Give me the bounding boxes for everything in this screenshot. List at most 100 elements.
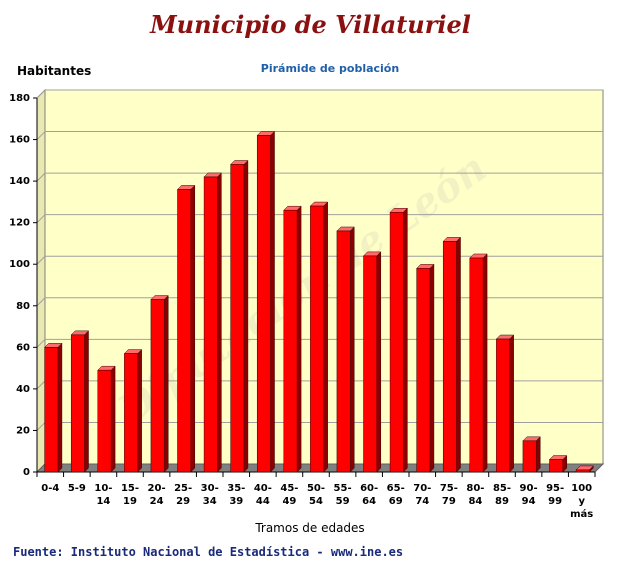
- bar-front: [496, 338, 510, 473]
- x-tick-label-line: 5-9: [68, 483, 86, 494]
- y-tick-label: 180: [9, 93, 30, 104]
- x-tick-label-line: 45-: [280, 483, 298, 494]
- bar-front: [549, 459, 564, 473]
- bar: [522, 436, 541, 473]
- bar-side: [243, 159, 249, 473]
- y-tick-label: 120: [9, 218, 30, 229]
- bar-front: [203, 176, 218, 473]
- x-tick-label-line: 60-: [360, 483, 378, 494]
- x-tick-label-line: 59: [336, 496, 350, 507]
- page-title: Municipio de Villaturiel: [150, 10, 471, 39]
- bar: [256, 130, 276, 473]
- bar-side: [270, 130, 275, 473]
- grid-line-side: [36, 172, 46, 182]
- x-tick-label-line: 15-: [121, 483, 139, 494]
- x-tick-label-line: 0-4: [41, 483, 59, 494]
- bar-front: [150, 299, 165, 473]
- x-tick-label: 50-54: [307, 483, 325, 507]
- grid-line-side: [36, 89, 46, 99]
- grid-line-side: [36, 338, 46, 348]
- bar: [336, 226, 355, 473]
- bar-side: [57, 342, 63, 473]
- bar: [416, 263, 435, 473]
- bar-side: [535, 436, 541, 473]
- y-tick-label: 160: [9, 135, 30, 146]
- bar: [230, 159, 249, 473]
- x-tick-label: 90-94: [520, 483, 538, 507]
- bar-front: [469, 257, 484, 473]
- x-tick-label: 80-84: [466, 483, 484, 507]
- x-tick-label-line: 14: [96, 496, 110, 507]
- x-tick-label: 85-89: [493, 483, 511, 507]
- x-tick-label-line: 34: [203, 496, 217, 507]
- bar: [44, 342, 63, 473]
- y-axis-label: Habitantes: [17, 64, 92, 78]
- x-tick-label-line: 89: [495, 496, 509, 507]
- x-tick-label: 55-59: [334, 483, 352, 507]
- x-tick-label-line: 69: [389, 496, 403, 507]
- x-tick-label-line: 65-: [387, 483, 405, 494]
- bar-front: [575, 469, 590, 473]
- x-ticks: 0-4 5-9 10-1415-1920-2425-2930-3435-3940-4…: [36, 472, 596, 520]
- bar: [548, 454, 568, 473]
- bar: [362, 251, 382, 473]
- x-tick-label: 0-4: [41, 483, 59, 494]
- bar: [70, 330, 90, 473]
- x-tick-label-line: 49: [282, 496, 296, 507]
- bar-front: [256, 135, 271, 473]
- bar-side: [296, 205, 302, 473]
- bar-side: [349, 226, 355, 473]
- x-tick-label-line: 95-: [546, 483, 564, 494]
- bar: [203, 172, 222, 473]
- bar-front: [416, 268, 431, 473]
- bar: [389, 207, 408, 473]
- x-tick-label-line: 85-: [493, 483, 511, 494]
- x-tick-label-line: 10-: [94, 483, 112, 494]
- bar-side: [456, 236, 461, 473]
- x-tick-label: 60-64: [360, 483, 378, 507]
- bar: [442, 236, 462, 473]
- grid-line-side: [36, 380, 46, 390]
- x-tick-label: 100 y más: [570, 483, 593, 520]
- x-tick-label: 70-74: [413, 483, 431, 507]
- bar-front: [124, 353, 138, 473]
- y-tick-label: 0: [23, 467, 30, 478]
- bar-front: [522, 440, 537, 473]
- y-tick-label: 80: [16, 301, 30, 312]
- x-tick-label-line: 84: [468, 496, 482, 507]
- x-tick-label: 20-24: [148, 483, 166, 507]
- x-tick-label-line: 25-: [174, 483, 192, 494]
- y-tick-label: 60: [16, 342, 30, 353]
- bar-front: [363, 255, 378, 473]
- chart-subtitle: Pirámide de población: [260, 62, 400, 75]
- x-tick-label-line: 50-: [307, 483, 325, 494]
- x-tick-label-line: 29: [176, 496, 190, 507]
- bar-front: [177, 189, 192, 473]
- bar-side: [323, 201, 328, 473]
- bar-front: [44, 347, 59, 473]
- bar-front: [310, 205, 324, 473]
- x-tick-label-line: 75-: [440, 483, 458, 494]
- x-tick-label-line: 79: [442, 496, 456, 507]
- x-tick-label-line: 64: [362, 496, 376, 507]
- bar: [150, 294, 169, 473]
- bar: [97, 365, 116, 473]
- x-tick-label-line: 44: [256, 496, 270, 507]
- x-tick-label-line: 54: [309, 496, 323, 507]
- x-tick-label-line: 40-: [254, 483, 272, 494]
- x-tick-label-line: 30-: [201, 483, 219, 494]
- bar-side: [190, 184, 196, 473]
- x-axis-label: Tramos de edades: [255, 521, 365, 535]
- x-tick-label: 5-9: [68, 483, 86, 494]
- grid-line-side: [36, 131, 46, 140]
- x-tick-label: 75-79: [440, 483, 458, 507]
- bar-front: [283, 209, 298, 473]
- bar-side: [137, 348, 142, 473]
- grid-line-side: [36, 214, 46, 224]
- bar: [469, 253, 488, 473]
- grid-line-side: [36, 422, 46, 431]
- x-tick-label-line: 74: [415, 496, 429, 507]
- bar: [123, 348, 143, 473]
- plot-side-wall: [36, 88, 46, 474]
- bar-side: [509, 334, 514, 473]
